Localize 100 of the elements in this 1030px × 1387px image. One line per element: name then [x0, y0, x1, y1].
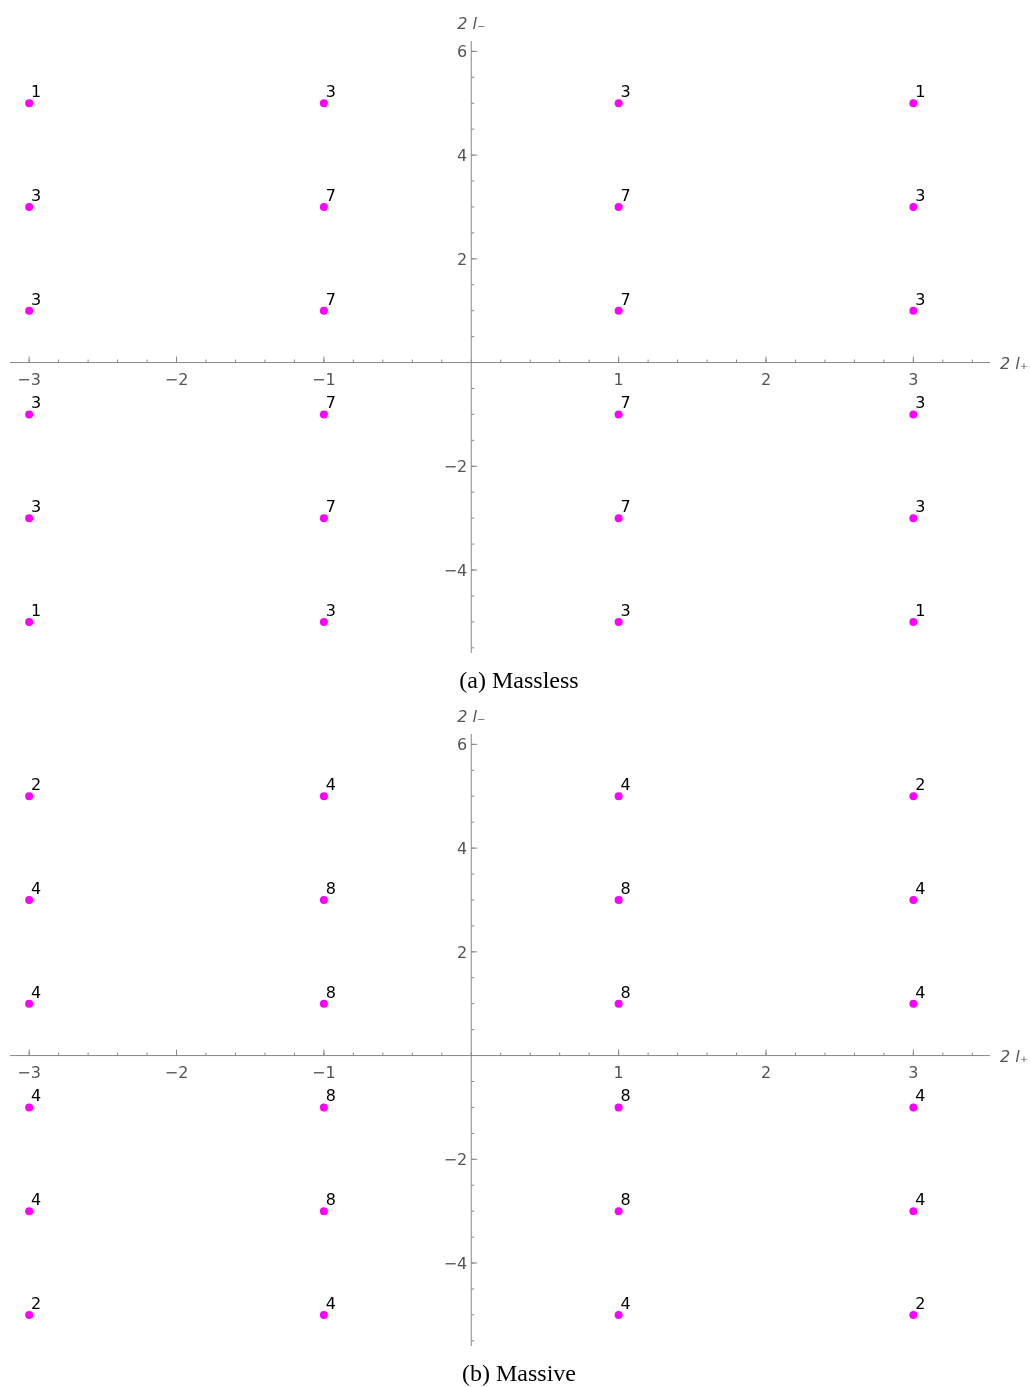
point — [319, 306, 328, 315]
point — [909, 999, 918, 1008]
point — [909, 202, 918, 211]
annotation: 4 — [915, 1190, 926, 1210]
point — [614, 514, 623, 523]
annotation: 7 — [325, 289, 336, 309]
x-tick-label: −2 — [164, 1062, 189, 1082]
annotation: 3 — [620, 600, 631, 620]
annotation: 7 — [620, 185, 631, 205]
point — [909, 617, 918, 626]
x-tick-label: 1 — [613, 369, 624, 389]
annotation: 4 — [31, 878, 42, 898]
y-tick-label: 2 — [457, 942, 468, 962]
annotation: 1 — [31, 82, 42, 102]
point — [25, 306, 34, 315]
annotation: 4 — [325, 1293, 336, 1313]
annotation: 3 — [31, 185, 42, 205]
point — [614, 792, 623, 801]
point — [25, 617, 34, 626]
annotation: 4 — [325, 775, 336, 795]
annotation: 4 — [31, 1086, 42, 1106]
annotation: 8 — [620, 878, 631, 898]
annotation: 3 — [915, 289, 926, 309]
annotation: 3 — [31, 497, 42, 517]
x-axis-title: 2 l₊ — [1000, 1046, 1029, 1066]
point — [909, 1207, 918, 1216]
point — [319, 202, 328, 211]
point — [909, 792, 918, 801]
text: (a) Massless — [459, 667, 579, 693]
y-tick-label: −2 — [443, 457, 468, 477]
annotation: 1 — [915, 600, 926, 620]
y-tick-label: 4 — [457, 839, 468, 859]
y-tick-label: −4 — [443, 561, 468, 581]
annotation: 3 — [31, 289, 42, 309]
point — [25, 410, 34, 419]
x-tick-label: −1 — [312, 369, 336, 389]
y-tick-label: 6 — [457, 42, 468, 62]
point — [319, 514, 328, 523]
annotation: 4 — [915, 878, 926, 898]
point — [614, 999, 623, 1008]
y-axis-title: 2 l₋ — [457, 707, 486, 726]
y-tick-label: 6 — [457, 735, 468, 755]
point — [319, 99, 328, 108]
annotation: 7 — [620, 289, 631, 309]
point — [25, 514, 34, 523]
point — [25, 792, 34, 801]
point — [319, 410, 328, 419]
annotation: 2 — [915, 775, 926, 795]
annotation: 2 — [31, 775, 42, 795]
annotation: 4 — [915, 1086, 926, 1106]
point — [909, 410, 918, 419]
x-axis-title: 2 l₊ — [1000, 353, 1029, 373]
text: (b) Massive — [462, 1360, 576, 1386]
annotation: 8 — [620, 982, 631, 1002]
point — [319, 895, 328, 904]
point — [319, 999, 328, 1008]
x-tick-label: 3 — [908, 369, 919, 389]
point — [909, 1103, 918, 1112]
annotation: 3 — [915, 497, 926, 517]
y-axis-title: 2 l₋ — [457, 14, 486, 33]
annotation: 1 — [915, 82, 926, 102]
annotation: 3 — [31, 393, 42, 413]
x-tick-label: −3 — [17, 1062, 41, 1082]
annotation: 3 — [325, 600, 336, 620]
annotation: 8 — [325, 982, 336, 1002]
point — [319, 1207, 328, 1216]
point — [614, 1207, 623, 1216]
point — [319, 1103, 328, 1112]
annotation: 1 — [31, 600, 42, 620]
annotation: 4 — [31, 1190, 42, 1210]
y-tick-label: 4 — [457, 146, 468, 166]
y-tick-label: −2 — [443, 1150, 468, 1170]
annotation: 8 — [620, 1086, 631, 1106]
annotation: 2 — [31, 1293, 42, 1313]
point — [25, 202, 34, 211]
point — [25, 895, 34, 904]
x-tick-label: 3 — [908, 1062, 919, 1082]
annotation: 3 — [620, 82, 631, 102]
annotation: 8 — [325, 878, 336, 898]
annotation: 7 — [325, 393, 336, 413]
point — [909, 1310, 918, 1319]
annotation: 7 — [620, 393, 631, 413]
point — [614, 99, 623, 108]
point — [614, 895, 623, 904]
x-tick-label: −3 — [17, 369, 41, 389]
annotation: 3 — [325, 82, 336, 102]
x-tick-label: 2 — [760, 1062, 772, 1082]
point — [319, 792, 328, 801]
annotation: 3 — [915, 185, 926, 205]
point — [909, 895, 918, 904]
annotation: 4 — [620, 1293, 631, 1313]
point — [25, 999, 34, 1008]
point — [614, 410, 623, 419]
point — [909, 99, 918, 108]
point — [909, 514, 918, 523]
x-tick-label: 2 — [760, 369, 772, 389]
annotation: 7 — [620, 497, 631, 517]
annotation: 8 — [620, 1190, 631, 1210]
point — [25, 1103, 34, 1112]
annotation: 7 — [325, 185, 336, 205]
